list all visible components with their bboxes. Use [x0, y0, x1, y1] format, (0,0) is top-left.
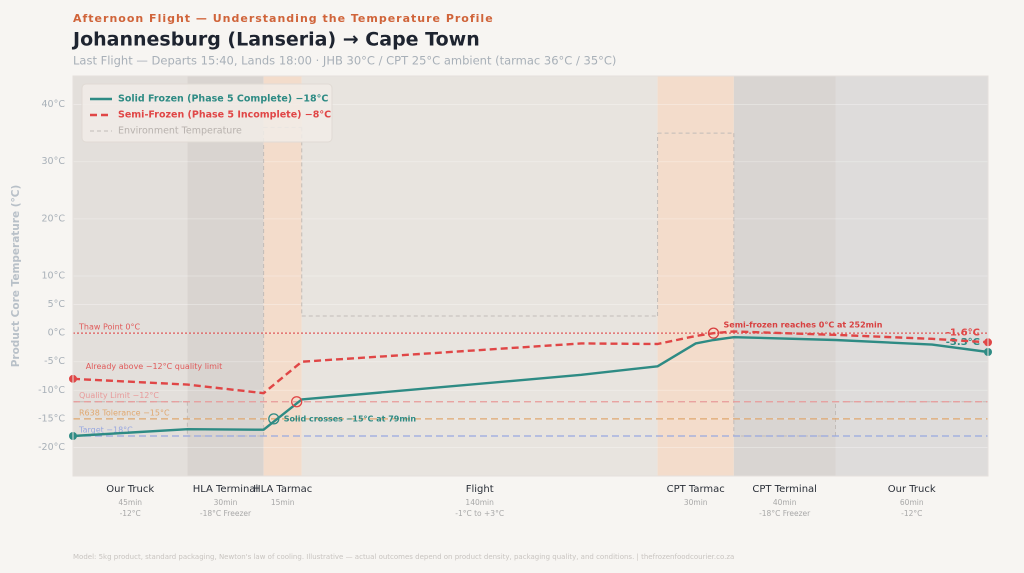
- y-axis-label: Product Core Temperature (°C): [10, 185, 22, 368]
- legend-label: Semi-Frozen (Phase 5 Incomplete) −8°C: [118, 110, 331, 121]
- annotation-marker: [707, 327, 720, 339]
- legend-label: Solid Frozen (Phase 5 Complete) −18°C: [118, 94, 328, 105]
- annotation-marker: [268, 413, 280, 425]
- phase-label: HLA Terminal: [193, 484, 259, 495]
- phase-label: Flight: [466, 484, 494, 495]
- reference-label: Target −18°C: [78, 426, 133, 435]
- footnote: Model: 5kg product, standard packaging, …: [73, 553, 734, 561]
- y-tick-label: -20°C: [38, 442, 65, 453]
- phase-duration: 30min: [214, 498, 238, 507]
- series-line: [72, 335, 989, 438]
- phase-duration: 40min: [773, 498, 797, 507]
- chart-title: Johannesburg (Lanseria) → Cape Town: [71, 29, 480, 51]
- y-tick-label: 10°C: [42, 271, 66, 282]
- phase-label: HLA Tarmac: [253, 484, 312, 495]
- reference-label: Thaw Point 0°C: [78, 323, 140, 332]
- phase-band: [73, 76, 188, 476]
- phase-env: -12°C: [901, 509, 922, 518]
- plot-frame: [72, 75, 989, 477]
- legend: Solid Frozen (Phase 5 Complete) −18°C Sem…: [81, 83, 333, 143]
- phase-env: -18°C Freezer: [759, 509, 811, 518]
- annotation: Solid crosses −15°C at 79min: [284, 414, 417, 423]
- reference-label: R638 Tolerance −15°C: [79, 408, 170, 417]
- legend-box: [81, 83, 333, 143]
- series-line: [72, 330, 989, 395]
- subtitle: Last Flight — Departs 15:40, Lands 18:00…: [73, 54, 616, 68]
- phase-label: Our Truck: [888, 484, 936, 495]
- y-tick-label: -10°C: [38, 385, 65, 396]
- phase-band: [187, 76, 264, 476]
- legend-label: Environment Temperature: [118, 126, 242, 137]
- phase-duration: 60min: [900, 498, 924, 507]
- phase-band: [263, 76, 302, 476]
- y-tick-label: 30°C: [42, 156, 66, 167]
- phase-label: CPT Tarmac: [667, 484, 725, 495]
- phase-label: Our Truck: [106, 484, 154, 495]
- phase-duration: 45min: [118, 498, 142, 507]
- end-label: -1.6°C: [946, 327, 980, 338]
- phase-band: [733, 76, 836, 476]
- phase-env: -12°C: [120, 509, 141, 518]
- y-tick-label: -15°C: [38, 413, 65, 424]
- annotation: Semi-frozen reaches 0°C at 252min: [724, 321, 883, 330]
- y-tick-label: 5°C: [48, 299, 66, 310]
- phase-band: [657, 76, 734, 476]
- phase-duration: 15min: [271, 498, 295, 507]
- phase-duration: 30min: [684, 498, 708, 507]
- y-tick-label: 20°C: [42, 213, 66, 224]
- y-tick-label: 40°C: [42, 99, 66, 110]
- phase-env: -1°C to +3°C: [455, 509, 504, 518]
- y-tick-label: -5°C: [44, 356, 65, 367]
- phase-band: [301, 76, 658, 476]
- reference-label: Quality Limit −12°C: [79, 391, 159, 400]
- phase-duration: 140min: [465, 498, 494, 507]
- y-tick-label: 0°C: [48, 328, 66, 339]
- phase-band: [835, 76, 988, 476]
- phase-env: -18°C Freezer: [200, 509, 252, 518]
- annotation-marker: [291, 396, 303, 408]
- annotation: Already above −12°C quality limit: [86, 362, 223, 371]
- phase-label: CPT Terminal: [752, 484, 817, 495]
- end-label: -3.3°C: [946, 337, 980, 348]
- kicker: Afternoon Flight — Understanding the Tem…: [73, 12, 494, 25]
